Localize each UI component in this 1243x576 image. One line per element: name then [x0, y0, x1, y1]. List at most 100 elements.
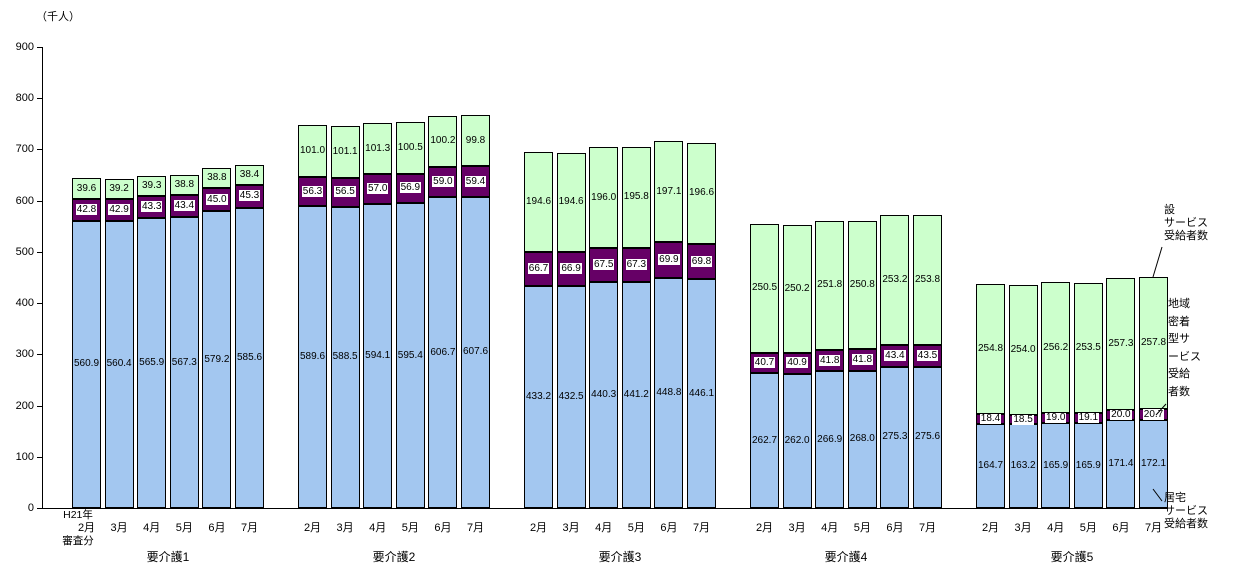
x-axis-month-label: 6月 [660, 522, 678, 534]
bar-segment-facility [782, 224, 812, 353]
bar-value-label-home: 262.7 [751, 434, 778, 446]
bar-value-label-facility: 257.8 [1140, 337, 1167, 349]
bar-value-label-facility: 38.4 [239, 169, 260, 180]
x-axis-month-label: 3月 [336, 522, 354, 534]
y-axis-tick-mark [37, 251, 42, 253]
bar-segment-facility [137, 175, 167, 196]
bar-value-label-community: 42.9 [108, 203, 130, 215]
x-axis-month-label: 7月 [240, 522, 259, 534]
bar-segment-home [395, 203, 425, 508]
bar-value-label-facility: 39.6 [76, 182, 97, 194]
bar-value-label-facility: 39.3 [141, 179, 162, 191]
bar-value-label-facility: 194.6 [558, 196, 584, 208]
bar-value-label-facility: 253.2 [882, 273, 908, 285]
bar-value-label-facility: 100.2 [430, 135, 456, 147]
bar-value-label-facility: 197.1 [656, 185, 682, 197]
y-axis-tick-mark [37, 456, 42, 458]
x-axis-month-label: 2月 [77, 522, 96, 534]
bar-value-label-community: 20.7 [1142, 408, 1165, 420]
x-axis-month-label: 7月 [1144, 522, 1163, 534]
y-axis-tick-mark [37, 303, 42, 305]
y-axis-tick-label: 0 [27, 502, 34, 514]
bar-segment-facility [461, 115, 490, 167]
bar-value-label-home: 440.3 [591, 389, 617, 401]
bar-value-label-community: 45.3 [238, 190, 261, 202]
bar-segment-facility [169, 175, 199, 196]
bar-segment-facility [880, 215, 910, 345]
legend-facility-services: 設サービス 受給者数 [1164, 204, 1208, 243]
bar-value-label-home: 432.5 [558, 391, 584, 403]
bar-segment-home [589, 282, 619, 508]
y-axis-tick-mark [37, 47, 42, 48]
bar-value-label-home: 606.7 [430, 346, 456, 358]
legend-text-line: サービス [1164, 217, 1208, 229]
bar-segment-home [815, 371, 845, 508]
bar-segment-home [428, 197, 458, 508]
bar-value-label-home: 560.4 [106, 358, 132, 370]
legend-text-line: 居宅 [1164, 492, 1186, 504]
bar-value-label-community: 18.5 [1012, 413, 1034, 425]
x-axis-month-label: 5月 [627, 522, 645, 534]
y-axis-unit-label: （千人） [36, 11, 80, 23]
bar-value-label-community: 19.1 [1077, 412, 1100, 424]
bar-value-label-community: 56.5 [334, 186, 356, 198]
bar-segment-home [1041, 423, 1071, 508]
x-axis-month-label: 6月 [1112, 522, 1130, 534]
x-axis-year-label: H21年 [63, 509, 93, 521]
bar-segment-home [1106, 420, 1136, 508]
bar-value-label-community: 66.7 [527, 263, 550, 275]
bar-segment-facility [72, 178, 101, 199]
bar-segment-home [524, 286, 553, 508]
bar-value-label-home: 165.9 [1075, 459, 1101, 471]
bar-value-label-community: 40.9 [786, 357, 808, 369]
bar-value-label-facility: 39.2 [109, 182, 129, 194]
bar-value-label-community: 43.3 [140, 201, 163, 213]
bar-value-label-facility: 254.8 [977, 342, 1004, 354]
y-axis-tick-label: 800 [15, 92, 34, 105]
bar-value-label-community: 59.4 [464, 175, 487, 187]
y-axis-tick-mark [37, 149, 42, 151]
bar-segment-facility [524, 152, 553, 252]
bar-value-label-community: 56.9 [399, 182, 422, 194]
bar-segment-facility [1139, 277, 1168, 410]
bar-segment-home [202, 211, 232, 508]
legend-text-line: 密着 [1168, 315, 1190, 328]
bar-value-label-facility: 100.5 [397, 142, 423, 154]
bar-value-label-facility: 101.1 [332, 145, 358, 157]
bar-value-label-home: 275.3 [882, 431, 908, 443]
bar-value-label-facility: 250.2 [784, 282, 810, 294]
bar-value-label-home: 607.6 [462, 346, 489, 358]
bar-segment-home [654, 278, 684, 508]
bar-segment-home [461, 196, 490, 508]
x-axis-month-label: 5月 [175, 522, 193, 534]
x-axis-month-label: 6月 [434, 522, 452, 534]
bar-value-label-facility: 196.6 [688, 187, 715, 199]
bar-segment-home [1073, 423, 1103, 508]
legend-text-line: 設 [1164, 204, 1175, 216]
x-axis-month-label: 4月 [1047, 522, 1065, 534]
bar-value-label-facility: 99.8 [465, 134, 486, 146]
bar-segment-facility [687, 143, 716, 244]
bar-value-label-community: 43.4 [173, 200, 196, 212]
x-axis-month-label: 6月 [886, 522, 904, 534]
bar-segment-facility [976, 283, 1005, 415]
bar-segment-facility [654, 141, 684, 243]
legend-text-line: 者数 [1168, 385, 1190, 398]
bar-value-label-home: 595.4 [397, 349, 423, 361]
x-axis-month-label: 4月 [595, 522, 613, 534]
legend-text-line: ービス [1168, 350, 1201, 363]
bar-value-label-home: 441.2 [623, 389, 649, 400]
bar-value-label-community: 69.8 [690, 255, 713, 267]
legend-community-based-services: 地域 密着 型サ ービス 受給 者数 [1168, 296, 1201, 401]
bar-segment-facility [750, 224, 779, 353]
bar-segment-facility [556, 152, 586, 253]
bar-segment-home [1008, 424, 1038, 508]
y-axis-tick-label: 700 [15, 143, 34, 156]
bar-value-label-community: 66.9 [560, 263, 582, 275]
bar-segment-facility [202, 168, 232, 189]
bar-segment-home [330, 206, 360, 508]
bar-value-label-facility: 38.8 [174, 179, 195, 191]
x-axis-month-label: 5月 [853, 522, 871, 534]
x-axis-month-label: 3月 [110, 522, 128, 534]
